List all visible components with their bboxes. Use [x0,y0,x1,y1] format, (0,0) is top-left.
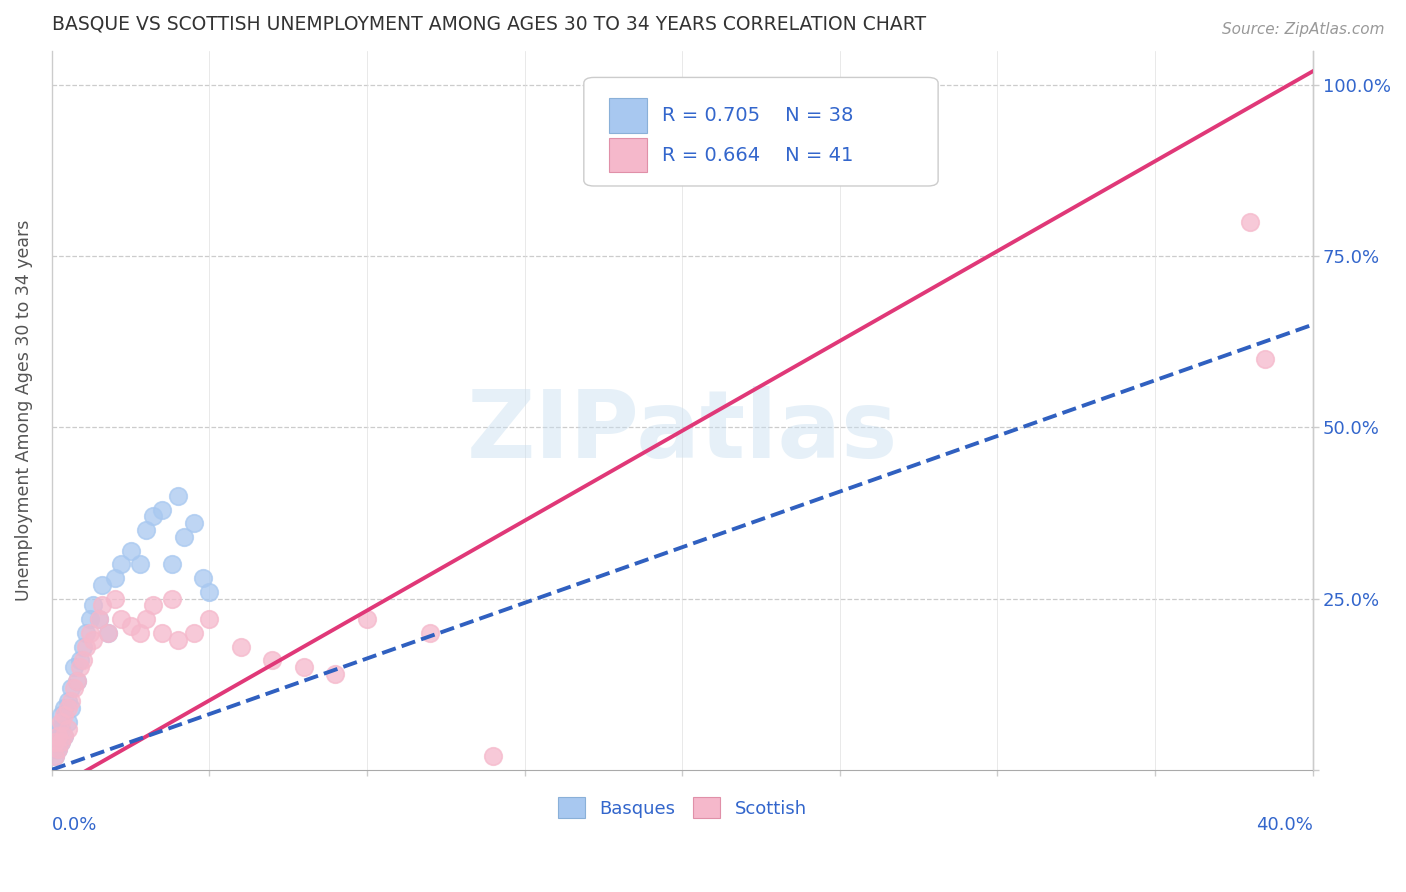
Point [166,489,188,503]
Point [82,632,104,647]
Point [150,625,173,640]
Point [46,742,69,756]
Text: R = 0.664    N = 41: R = 0.664 N = 41 [662,145,853,165]
Point [262,653,284,667]
Point [53,729,76,743]
Point [56,714,79,729]
Point [356,612,378,626]
Point [1239,215,1261,229]
Bar [609,98,647,133]
Point [142,509,165,524]
Point [69,660,91,674]
Point [53,701,76,715]
Point [53,708,76,723]
Point [62,660,84,674]
Point [56,694,79,708]
Point [104,571,127,585]
Point [482,749,505,764]
Point [69,653,91,667]
Point [87,612,110,626]
Point [56,701,79,715]
Point [183,625,205,640]
Point [198,612,221,626]
Text: ZIPatlas: ZIPatlas [467,386,898,478]
Point [160,591,183,606]
Point [104,591,127,606]
Point [59,701,82,715]
Text: R = 0.705    N = 38: R = 0.705 N = 38 [662,106,853,125]
Point [135,612,157,626]
Point [229,640,252,654]
Point [97,625,120,640]
Point [160,558,183,572]
Point [325,666,347,681]
Point [129,625,152,640]
Point [59,681,82,695]
Point [120,619,142,633]
Point [198,584,221,599]
Point [44,749,66,764]
Point [46,742,69,756]
Point [72,640,94,654]
Point [66,673,89,688]
Point [51,722,73,736]
Point [419,625,441,640]
Point [150,502,173,516]
Point [62,681,84,695]
Point [46,735,69,749]
Point [79,612,101,626]
Bar [609,138,647,172]
Point [44,742,66,756]
Point [97,625,120,640]
Point [75,640,97,654]
Y-axis label: Unemployment Among Ages 30 to 34 years: Unemployment Among Ages 30 to 34 years [15,219,32,601]
Point [110,612,132,626]
Point [142,599,165,613]
Point [91,599,114,613]
Text: BASQUE VS SCOTTISH UNEMPLOYMENT AMONG AGES 30 TO 34 YEARS CORRELATION CHART: BASQUE VS SCOTTISH UNEMPLOYMENT AMONG AG… [52,15,927,34]
Point [135,523,157,537]
Legend: Basques, Scottish: Basques, Scottish [550,790,814,825]
Point [51,708,73,723]
Point [110,558,132,572]
Point [44,749,66,764]
Text: 0.0%: 0.0% [52,816,97,835]
Point [56,722,79,736]
Point [91,578,114,592]
Point [129,558,152,572]
Point [53,729,76,743]
Point [44,735,66,749]
Point [72,653,94,667]
Point [292,660,315,674]
Point [1254,351,1277,366]
Point [51,735,73,749]
Point [87,612,110,626]
Point [166,632,188,647]
Point [120,543,142,558]
Point [51,714,73,729]
Point [79,625,101,640]
Point [82,599,104,613]
Point [75,625,97,640]
Point [191,571,214,585]
Text: 40.0%: 40.0% [1256,816,1313,835]
Point [44,729,66,743]
Point [51,735,73,749]
Point [59,694,82,708]
Point [183,516,205,531]
Point [173,530,195,544]
Point [46,729,69,743]
Point [46,722,69,736]
FancyBboxPatch shape [583,78,938,186]
Point [66,673,89,688]
Text: Source: ZipAtlas.com: Source: ZipAtlas.com [1222,22,1385,37]
